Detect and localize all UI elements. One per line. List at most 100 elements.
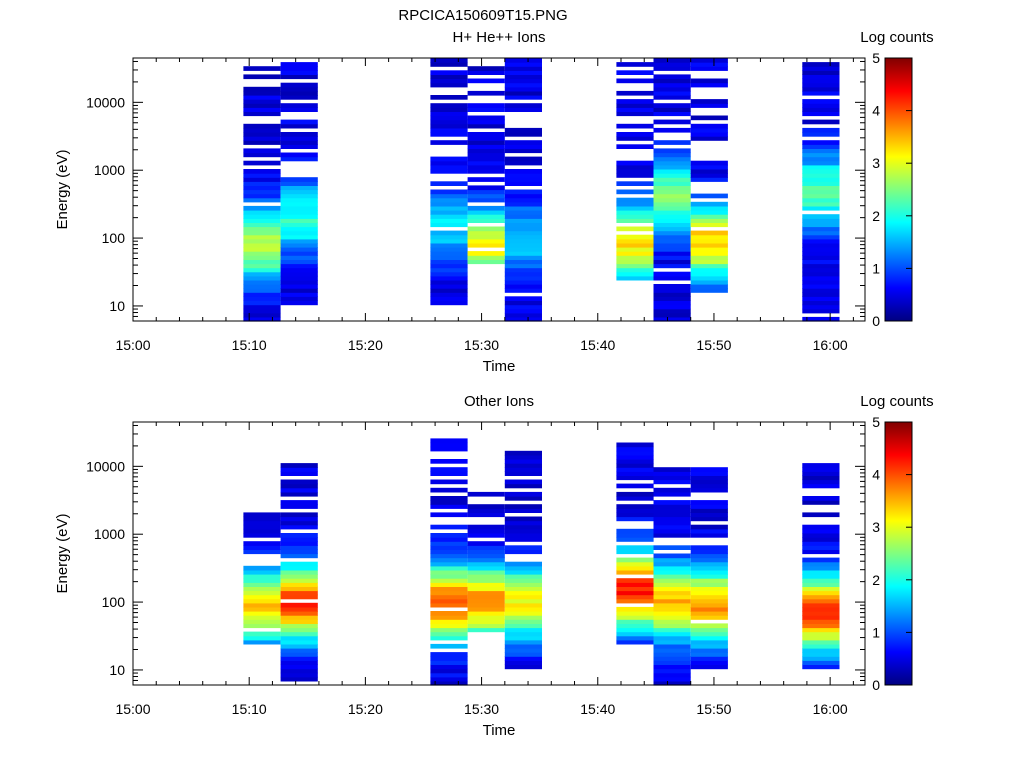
energy-bin-cell	[280, 70, 318, 75]
energy-bin-cell	[430, 504, 468, 509]
energy-bin-cell	[430, 533, 468, 538]
energy-bin-cell	[616, 578, 654, 583]
energy-bin-cell	[280, 263, 318, 269]
energy-bin-cell	[616, 234, 654, 240]
energy-bin-cell	[280, 193, 318, 199]
energy-bin-cell	[280, 524, 318, 530]
energy-bin-cell	[280, 553, 318, 559]
energy-bin-cell	[430, 189, 468, 195]
energy-bin-cell	[802, 652, 840, 657]
energy-bin-cell	[280, 668, 318, 674]
time-bin-column	[616, 442, 654, 645]
energy-bin-cell	[243, 238, 281, 244]
energy-bin-cell	[467, 70, 505, 75]
energy-bin-cell	[690, 487, 728, 493]
energy-bin-cell	[467, 156, 505, 162]
energy-bin-cell	[280, 627, 318, 633]
energy-bin-cell	[690, 230, 728, 236]
energy-bin-cell	[467, 602, 505, 608]
energy-bin-cell	[467, 545, 505, 550]
energy-bin-cell	[616, 164, 654, 170]
energy-bin-cell	[280, 177, 318, 182]
energy-bin-cell	[653, 222, 691, 228]
energy-bin-cell	[690, 524, 728, 530]
energy-bin-cell	[690, 177, 728, 182]
energy-bin-cell	[504, 483, 542, 489]
energy-bin-cell	[690, 201, 728, 207]
energy-bin-cell	[504, 479, 542, 485]
energy-bin-cell	[430, 300, 468, 306]
y-tick-label: 1000	[94, 526, 125, 542]
energy-bin-cell	[467, 90, 505, 96]
energy-bin-cell	[430, 103, 468, 108]
energy-bin-cell	[504, 459, 542, 464]
energy-bin-cell	[616, 586, 654, 592]
energy-bin-cell	[690, 214, 728, 219]
energy-bin-cell	[653, 619, 691, 624]
energy-bin-cell	[467, 123, 505, 129]
energy-bin-cell	[653, 578, 691, 583]
energy-bin-cell	[504, 90, 542, 96]
energy-bin-cell	[243, 606, 281, 612]
y-tick-label: 10	[109, 298, 125, 314]
colorbar-tick-label: 4	[872, 103, 880, 119]
energy-bin-cell	[802, 251, 840, 256]
energy-bin-cell	[616, 201, 654, 207]
energy-bin-cell	[653, 565, 691, 571]
energy-bin-cell	[653, 676, 691, 682]
energy-bin-cell	[616, 549, 654, 555]
energy-bin-cell	[504, 169, 542, 174]
energy-bin-cell	[653, 680, 691, 686]
energy-bin-cell	[653, 594, 691, 600]
energy-bin-cell	[802, 148, 840, 154]
energy-bin-cell	[280, 251, 318, 256]
energy-bin-cell	[504, 508, 542, 513]
energy-bin-cell	[430, 479, 468, 485]
energy-bin-cell	[616, 491, 654, 497]
energy-bin-cell	[690, 578, 728, 583]
energy-bin-cell	[653, 78, 691, 84]
energy-bin-cell	[690, 210, 728, 215]
energy-bin-cell	[802, 70, 840, 75]
energy-bin-cell	[280, 537, 318, 542]
energy-bin-cell	[802, 557, 840, 563]
energy-bin-cell	[243, 516, 281, 522]
time-bin-column	[280, 62, 318, 306]
energy-bin-cell	[504, 58, 542, 63]
energy-bin-cell	[504, 569, 542, 575]
energy-bin-cell	[430, 74, 468, 80]
energy-bin-cell	[690, 635, 728, 641]
energy-bin-cell	[243, 210, 281, 215]
energy-bin-cell	[690, 259, 728, 265]
energy-bin-cell	[802, 267, 840, 273]
energy-bin-cell	[616, 255, 654, 260]
energy-bin-cell	[802, 169, 840, 174]
energy-bin-cell	[802, 639, 840, 645]
energy-bin-cell	[430, 132, 468, 137]
energy-bin-cell	[430, 615, 468, 620]
energy-bin-cell	[690, 557, 728, 563]
energy-bin-cell	[430, 205, 468, 211]
energy-bin-cell	[616, 144, 654, 149]
energy-bin-cell	[653, 271, 691, 277]
energy-bin-cell	[504, 144, 542, 149]
energy-bin-cell	[802, 590, 840, 596]
energy-bin-cell	[690, 132, 728, 137]
energy-bin-cell	[430, 565, 468, 571]
energy-bin-cell	[690, 652, 728, 657]
energy-bin-cell	[504, 545, 542, 550]
energy-bin-cell	[802, 205, 840, 211]
energy-bin-cell	[504, 242, 542, 248]
energy-bin-cell	[243, 623, 281, 629]
energy-bin-cell	[243, 590, 281, 596]
energy-bin-cell	[280, 545, 318, 550]
energy-bin-cell	[802, 479, 840, 485]
time-bin-column	[504, 58, 542, 322]
energy-bin-cell	[653, 586, 691, 592]
energy-bin-cell	[802, 90, 840, 96]
energy-bin-cell	[616, 446, 654, 452]
energy-bin-cell	[504, 275, 542, 281]
energy-bin-cell	[467, 210, 505, 215]
energy-bin-cell	[690, 164, 728, 170]
energy-bin-cell	[430, 598, 468, 604]
